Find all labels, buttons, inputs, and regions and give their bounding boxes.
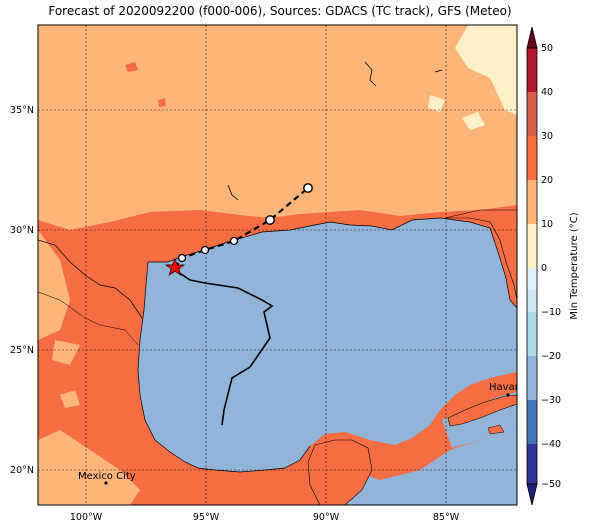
- map-frame: [37, 24, 518, 506]
- lon-tick-90w: 90°W: [313, 512, 340, 523]
- florida-peninsula: [444, 209, 517, 301]
- colorbar-tick: 10: [541, 219, 553, 230]
- colorbar-tick: −30: [541, 395, 561, 406]
- lat-tick-35n: 35°N: [10, 105, 34, 116]
- colorbar-label: Min Temperature (°C): [569, 212, 580, 319]
- colorbar-tick: 50: [541, 43, 553, 54]
- mexico-gulf-coastline: [137, 261, 311, 473]
- colorbar-tick: 20: [541, 175, 553, 186]
- lon-tick-85w: 85°W: [433, 512, 460, 523]
- colorbar-band: [527, 224, 537, 268]
- river-3: [434, 69, 443, 73]
- open-circle-icon: [177, 253, 187, 263]
- colorbar-band: [527, 136, 537, 180]
- us-mexico-border: [38, 239, 143, 319]
- lon-tick-95w: 95°W: [193, 512, 220, 523]
- river-2: [227, 184, 239, 201]
- lake-patch: [125, 62, 138, 72]
- colorbar-band: [527, 48, 537, 92]
- colorbar-tick: 40: [541, 87, 553, 98]
- land-cool-region: [455, 25, 517, 115]
- colorbar-tick: 0: [541, 263, 547, 274]
- mexico-inland-patch-2: [52, 340, 80, 365]
- colorbar-band: [527, 312, 537, 356]
- yucatan-peninsula: [307, 439, 373, 505]
- colorbar-band: [527, 92, 537, 136]
- open-circle-icon: [200, 245, 210, 255]
- colorbar-top-extend: [526, 26, 538, 49]
- cuba: [447, 394, 517, 427]
- colorbar-band: [527, 290, 537, 312]
- gridlines: [38, 25, 517, 505]
- lon-tick-100w: 100°W: [70, 512, 103, 523]
- colorbar: 50 40 30 20 10 0 −10 −20 −30 −40 −50 Min…: [526, 26, 580, 506]
- tc-observed-track: [174, 269, 274, 426]
- colorbar-bottom-extend: [526, 483, 538, 506]
- mexico-inland-patch-4: [38, 430, 140, 505]
- colorbar-band: [527, 268, 537, 290]
- figure-title: Forecast of 2020092200 (f000-006), Sourc…: [48, 4, 512, 18]
- open-circle-icon: [265, 215, 275, 225]
- mexico-inland-patch-1: [38, 230, 70, 340]
- city-label-havana: Havana: [489, 382, 527, 393]
- colorbar-band: [527, 400, 537, 444]
- colorbar-tick: −40: [541, 439, 561, 450]
- city-label-mexico-city: Mexico City: [78, 471, 136, 482]
- red-star-icon: [164, 258, 186, 276]
- colorbar-tick: −10: [541, 307, 561, 318]
- open-circle-icon: [303, 183, 313, 193]
- colorbar-band: [527, 444, 537, 484]
- lat-tick-30n: 30°N: [10, 225, 34, 236]
- colorbar-band: [527, 180, 537, 224]
- land-cool-patch: [428, 95, 445, 112]
- map-area: Mexico City Havana: [38, 25, 527, 505]
- caribbean-sea: [340, 430, 517, 505]
- lat-tick-25n: 25°N: [10, 345, 34, 356]
- colorbar-tick: −20: [541, 351, 561, 362]
- city-dot-icon: [506, 393, 510, 397]
- gulf-of-mexico: [138, 218, 517, 472]
- river-1: [364, 61, 377, 87]
- city-dot-icon: [104, 481, 108, 485]
- land-cool-patch-2: [462, 112, 485, 130]
- colorbar-tick: 30: [541, 131, 553, 142]
- colorbar-tick: −50: [541, 479, 561, 490]
- open-circle-icon: [229, 236, 239, 246]
- state-border: [38, 291, 139, 346]
- isla-de-la-juventud: [487, 424, 505, 435]
- lat-tick-20n: 20°N: [10, 465, 34, 476]
- lake-patch-2: [158, 98, 166, 107]
- mexico-inland-patch-3: [60, 390, 80, 408]
- colorbar-frame: [526, 47, 538, 485]
- colorbar-band: [527, 356, 537, 400]
